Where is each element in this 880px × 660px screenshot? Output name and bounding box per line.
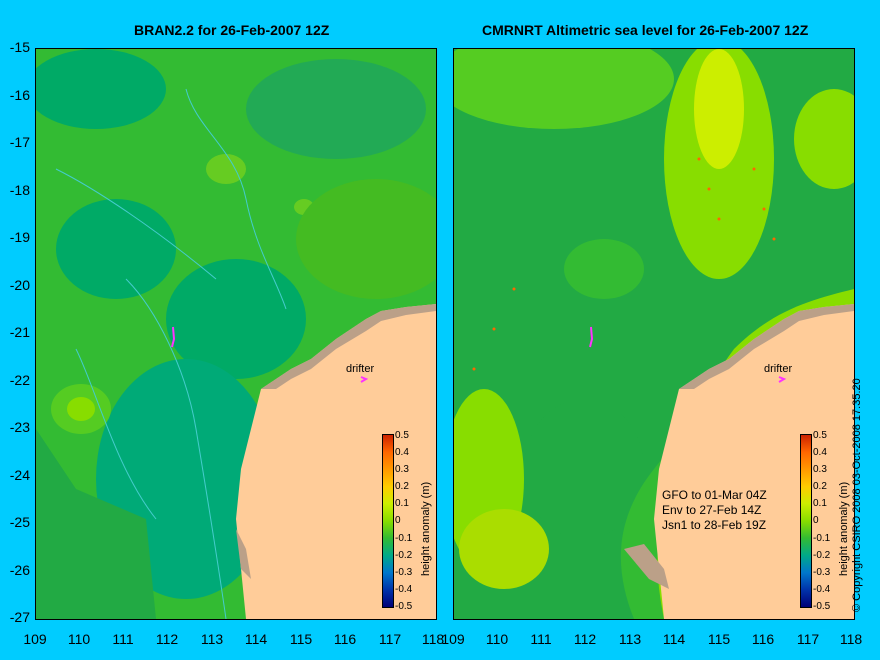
colorbar-tick: 0.5 (395, 430, 409, 441)
colorbar-tick: -0.1 (813, 533, 831, 544)
left-panel-title: BRAN2.2 for 26-Feb-2007 12Z (134, 22, 330, 38)
colorbar-tick: 0.5 (813, 430, 827, 441)
right-map-panel (453, 48, 855, 620)
x-tick-left: 118 (421, 631, 445, 647)
y-tick: -24 (9, 467, 30, 483)
y-tick: -25 (9, 514, 30, 530)
colorbar-left (382, 434, 394, 608)
y-tick: -16 (9, 87, 30, 103)
colorbar-tick: -0.3 (813, 567, 831, 578)
colorbar-tick: 0.2 (813, 481, 827, 492)
x-tick-right: 116 (751, 631, 775, 647)
colorbar-tick: -0.1 (395, 533, 413, 544)
y-tick: -27 (9, 609, 30, 625)
x-tick-left: 116 (333, 631, 357, 647)
colorbar-tick: 0.4 (813, 447, 827, 458)
colorbar-tick: -0.2 (395, 550, 413, 561)
colorbar-tick: 0.3 (813, 464, 827, 475)
satellite-pass-env: Env to 27-Feb 14Z (662, 503, 762, 517)
x-tick-right: 113 (618, 631, 642, 647)
x-tick-left: 112 (155, 631, 179, 647)
y-tick: -18 (9, 182, 30, 198)
y-tick: -19 (9, 229, 30, 245)
x-tick-right: 117 (796, 631, 820, 647)
colorbar-tick: -0.2 (813, 550, 831, 561)
colorbar-right (800, 434, 812, 608)
satellite-pass-gfo: GFO to 01-Mar 04Z (662, 488, 767, 502)
y-tick: -21 (9, 324, 30, 340)
colorbar-tick: 0.4 (395, 447, 409, 458)
left-map-svg (36, 49, 436, 619)
y-tick: -22 (9, 372, 30, 388)
satellite-pass-jsn1: Jsn1 to 28-Feb 19Z (662, 518, 767, 532)
drifter-label-right: drifter (764, 363, 793, 375)
x-tick-right: 118 (839, 631, 863, 647)
colorbar-tick: 0 (813, 515, 819, 526)
x-tick-left: 110 (67, 631, 91, 647)
drifter-label-left: drifter (346, 363, 375, 375)
colorbar-tick: 0 (395, 515, 401, 526)
left-map-panel (35, 48, 437, 620)
y-tick: -26 (9, 562, 30, 578)
y-tick: -17 (9, 134, 30, 150)
x-tick-left: 114 (244, 631, 268, 647)
colorbar-tick: -0.4 (813, 584, 831, 595)
x-tick-right: 115 (707, 631, 731, 647)
colorbar-tick: -0.5 (395, 601, 413, 612)
x-tick-left: 109 (23, 631, 47, 647)
x-tick-right: 112 (573, 631, 597, 647)
colorbar-tick: 0.3 (395, 464, 409, 475)
y-tick: -23 (9, 419, 30, 435)
y-tick: -20 (9, 277, 30, 293)
right-map-svg (454, 49, 854, 619)
x-tick-right: 109 (441, 631, 465, 647)
colorbar-tick: 0.1 (395, 498, 409, 509)
colorbar-label-right: height anomaly (m) (838, 481, 850, 576)
colorbar-tick: 0.1 (813, 498, 827, 509)
x-tick-right: 114 (662, 631, 686, 647)
copyright-text: © Copyright CSIRO 2008 03-Oct-2008 17:35… (851, 378, 863, 612)
x-tick-left: 111 (112, 631, 134, 647)
right-panel-title: CMRNRT Altimetric sea level for 26-Feb-2… (482, 22, 809, 38)
x-tick-left: 117 (378, 631, 402, 647)
y-tick: -15 (9, 39, 30, 55)
x-tick-left: 113 (200, 631, 224, 647)
colorbar-tick: -0.4 (395, 584, 413, 595)
colorbar-tick: 0.2 (395, 481, 409, 492)
x-tick-right: 110 (485, 631, 509, 647)
colorbar-label-left: height anomaly (m) (420, 481, 432, 576)
x-tick-right: 111 (530, 631, 552, 647)
colorbar-tick: -0.3 (395, 567, 413, 578)
x-tick-left: 115 (289, 631, 313, 647)
colorbar-tick: -0.5 (813, 601, 831, 612)
